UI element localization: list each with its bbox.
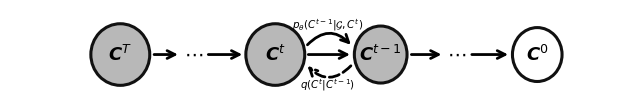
Text: $\boldsymbol{C}^0$: $\boldsymbol{C}^0$ <box>526 44 548 65</box>
Text: $\cdots$: $\cdots$ <box>184 45 203 64</box>
Text: $p_\theta(C^{t-1}|\mathcal{G}, C^t)$: $p_\theta(C^{t-1}|\mathcal{G}, C^t)$ <box>292 18 364 33</box>
Ellipse shape <box>355 26 407 83</box>
Text: $q(C^t|C^{t-1})$: $q(C^t|C^{t-1})$ <box>300 77 356 93</box>
Ellipse shape <box>91 24 150 85</box>
Text: $\boldsymbol{C}^{t-1}$: $\boldsymbol{C}^{t-1}$ <box>360 44 402 65</box>
Ellipse shape <box>513 28 562 82</box>
Text: $\boldsymbol{C}^t$: $\boldsymbol{C}^t$ <box>265 44 285 65</box>
Ellipse shape <box>246 24 305 85</box>
Text: $\boldsymbol{C}^T$: $\boldsymbol{C}^T$ <box>108 44 132 65</box>
Text: $\cdots$: $\cdots$ <box>447 45 467 64</box>
